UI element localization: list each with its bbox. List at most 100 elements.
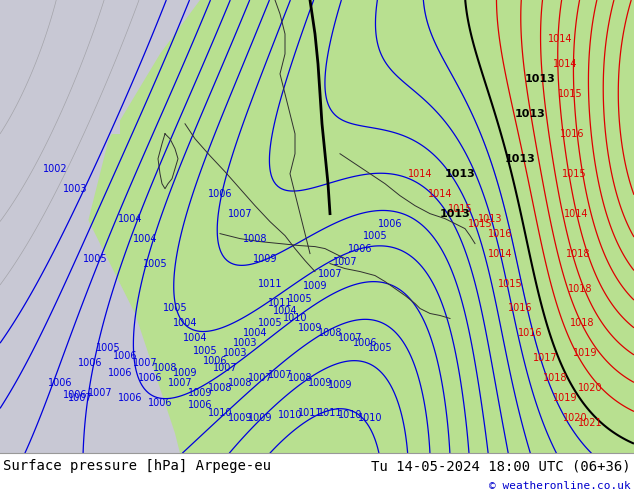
Text: 1009: 1009 [248,413,272,423]
Text: 1010: 1010 [358,413,382,423]
Text: 1010: 1010 [283,314,307,323]
Text: 1015: 1015 [468,219,493,229]
Text: 1013: 1013 [439,209,470,219]
Text: 1007: 1007 [248,373,273,383]
Text: 1007: 1007 [228,209,252,219]
Text: 1006: 1006 [148,398,172,408]
Text: 1015: 1015 [498,278,522,289]
Text: 1003: 1003 [233,339,257,348]
Text: 1009: 1009 [328,380,353,391]
Text: 1013: 1013 [524,74,555,84]
Text: 1017: 1017 [533,353,557,364]
Text: 1004: 1004 [243,328,268,339]
Text: 1005: 1005 [193,346,217,356]
Text: 1010: 1010 [208,408,232,418]
Text: 1005: 1005 [288,294,313,303]
Text: 1006: 1006 [378,219,402,229]
Text: 1015: 1015 [558,89,582,99]
Text: 1020: 1020 [563,413,587,423]
Text: 1005: 1005 [163,303,187,314]
Bar [0,0,120,134]
Text: Surface pressure [hPa] Arpege-eu: Surface pressure [hPa] Arpege-eu [3,459,271,473]
Text: 1019: 1019 [553,393,577,403]
Text: 1006: 1006 [138,373,162,383]
Text: 1016: 1016 [518,328,542,339]
Text: 1015: 1015 [562,169,586,179]
Text: 1003: 1003 [63,184,87,194]
Text: 1004: 1004 [133,234,157,244]
Text: 1006: 1006 [348,244,372,254]
Text: 1007: 1007 [87,389,112,398]
Text: 1008: 1008 [153,364,178,373]
Text: 1009: 1009 [188,389,212,398]
Text: 1013: 1013 [515,109,545,119]
Text: 1009: 1009 [172,368,197,378]
Text: 1002: 1002 [42,164,67,174]
Text: 1008: 1008 [288,373,313,383]
Text: 1006: 1006 [208,189,232,198]
Text: 1010: 1010 [278,410,302,420]
Text: 1004: 1004 [273,306,297,317]
Text: 1006: 1006 [63,391,87,400]
Text: 1008: 1008 [318,328,342,339]
Text: 1006: 1006 [353,339,377,348]
Text: 1004: 1004 [172,318,197,328]
Text: 1011: 1011 [268,298,292,309]
Text: 1008: 1008 [228,378,252,389]
Text: 1013: 1013 [444,169,476,179]
Text: 1016: 1016 [560,129,585,139]
Text: 1007: 1007 [68,393,93,403]
Text: 1006: 1006 [188,400,212,410]
Text: 1007: 1007 [318,269,342,278]
Text: 1009: 1009 [298,323,322,334]
Text: 1010: 1010 [338,410,362,420]
Text: 1007: 1007 [338,333,362,343]
Text: 1004: 1004 [183,333,207,343]
Text: 1014: 1014 [548,34,573,44]
Text: 1016: 1016 [508,303,533,314]
Text: 1014: 1014 [564,209,588,219]
Text: 1020: 1020 [578,383,602,393]
Text: 1005: 1005 [368,343,392,353]
Text: 1009: 1009 [253,253,277,264]
Text: 1008: 1008 [243,234,268,244]
Text: 1006: 1006 [108,368,133,378]
Text: 1007: 1007 [333,257,358,267]
Text: 1005: 1005 [363,231,387,241]
Text: 1014: 1014 [428,189,452,198]
Text: 1014: 1014 [408,169,432,179]
Polygon shape [0,0,180,453]
Text: 1007: 1007 [268,370,292,380]
Text: 1006: 1006 [118,393,142,403]
Text: 1005: 1005 [143,259,167,269]
Text: 1006: 1006 [113,351,137,362]
Text: 1006: 1006 [203,356,227,367]
Text: 1021: 1021 [578,418,602,428]
Text: 1005: 1005 [82,253,107,264]
Text: 1009: 1009 [228,413,252,423]
Text: © weatheronline.co.uk: © weatheronline.co.uk [489,481,631,490]
Text: 1011: 1011 [298,408,322,418]
Text: 1013: 1013 [505,154,535,164]
Text: 1016: 1016 [488,229,512,239]
Polygon shape [0,0,200,353]
Text: 1015: 1015 [448,204,472,214]
Text: 1013: 1013 [478,214,502,223]
Text: 1019: 1019 [573,348,597,358]
Text: 1018: 1018 [566,248,590,259]
Text: 1014: 1014 [488,248,512,259]
Text: 1008: 1008 [208,383,232,393]
Text: 1018: 1018 [543,373,567,383]
Text: Tu 14-05-2024 18:00 UTC (06+36): Tu 14-05-2024 18:00 UTC (06+36) [371,459,631,473]
Text: 1007: 1007 [133,358,157,368]
Text: 1009: 1009 [307,378,332,389]
Text: 1007: 1007 [167,378,192,389]
Text: 1005: 1005 [257,318,282,328]
Text: 1018: 1018 [568,284,592,294]
Text: 1004: 1004 [118,214,142,223]
Text: 1005: 1005 [96,343,120,353]
Text: 1006: 1006 [48,378,72,389]
Text: 1007: 1007 [212,364,237,373]
Text: 1011: 1011 [258,278,282,289]
Text: 1006: 1006 [78,358,102,368]
